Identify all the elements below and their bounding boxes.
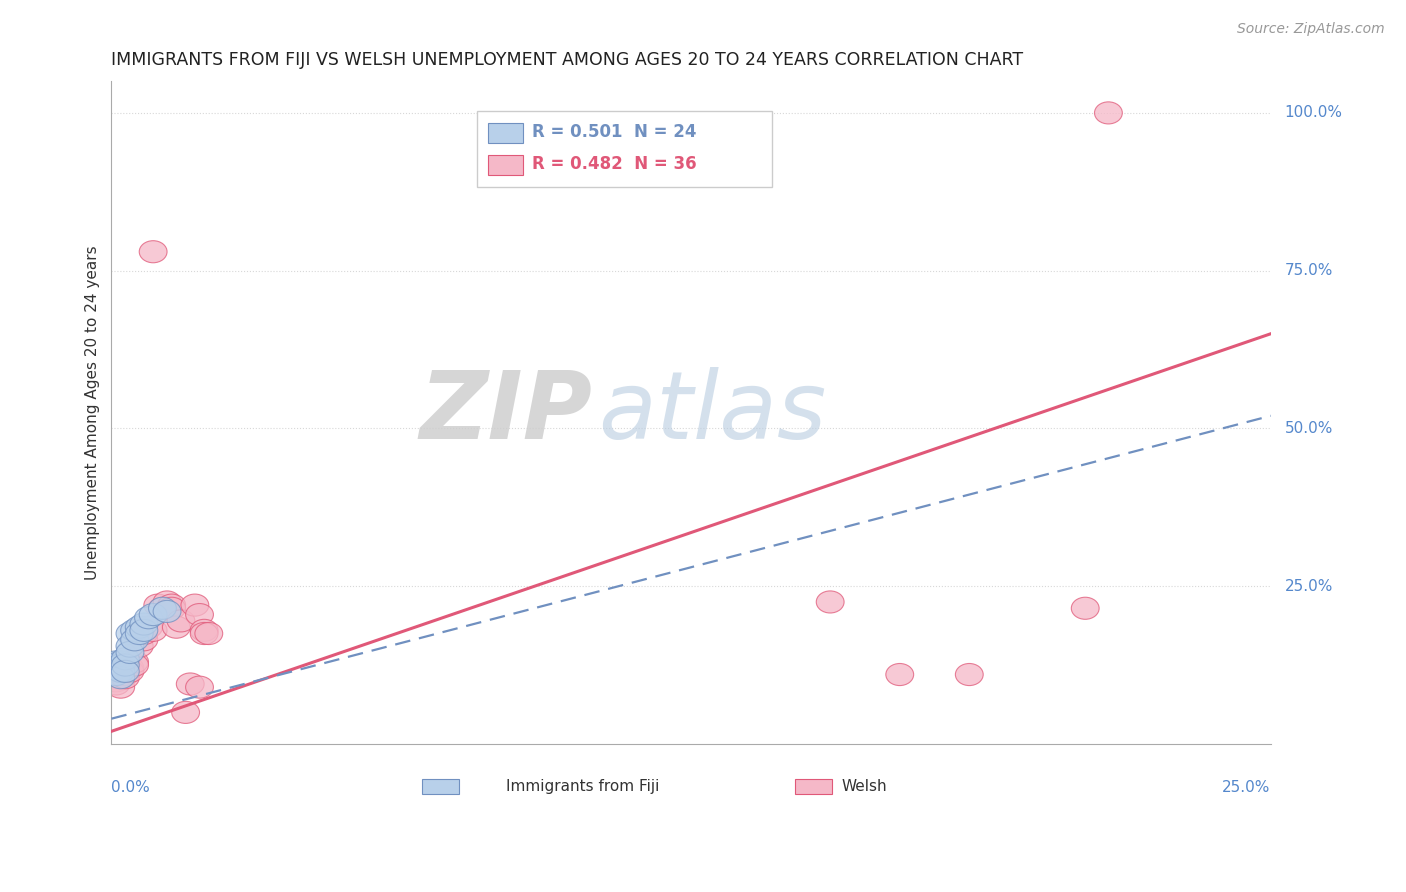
Ellipse shape <box>111 654 139 676</box>
Text: 0.0%: 0.0% <box>111 780 150 796</box>
Ellipse shape <box>107 666 135 689</box>
Ellipse shape <box>135 616 163 639</box>
Text: Source: ZipAtlas.com: Source: ZipAtlas.com <box>1237 22 1385 37</box>
Ellipse shape <box>153 600 181 623</box>
Ellipse shape <box>135 607 163 629</box>
Ellipse shape <box>117 657 143 680</box>
Ellipse shape <box>103 670 129 692</box>
FancyBboxPatch shape <box>796 779 832 794</box>
Ellipse shape <box>139 619 167 641</box>
Ellipse shape <box>153 591 181 613</box>
Ellipse shape <box>111 664 139 686</box>
FancyBboxPatch shape <box>488 155 523 175</box>
Text: atlas: atlas <box>599 368 827 458</box>
Ellipse shape <box>886 664 914 686</box>
Y-axis label: Unemployment Among Ages 20 to 24 years: Unemployment Among Ages 20 to 24 years <box>86 245 100 580</box>
Ellipse shape <box>143 594 172 616</box>
Ellipse shape <box>190 619 218 641</box>
Ellipse shape <box>186 676 214 698</box>
Ellipse shape <box>121 654 149 676</box>
FancyBboxPatch shape <box>477 112 772 187</box>
Ellipse shape <box>129 613 157 635</box>
Text: Immigrants from Fiji: Immigrants from Fiji <box>506 779 659 794</box>
Ellipse shape <box>107 660 135 682</box>
Text: R = 0.482  N = 36: R = 0.482 N = 36 <box>533 155 697 173</box>
Ellipse shape <box>103 673 129 695</box>
Ellipse shape <box>181 594 209 616</box>
Ellipse shape <box>190 623 218 645</box>
Text: R = 0.501  N = 24: R = 0.501 N = 24 <box>533 123 697 141</box>
Ellipse shape <box>125 616 153 639</box>
Ellipse shape <box>107 676 135 698</box>
Ellipse shape <box>107 666 135 689</box>
Ellipse shape <box>139 604 167 625</box>
Ellipse shape <box>129 619 157 641</box>
Ellipse shape <box>157 594 186 616</box>
Ellipse shape <box>121 651 149 673</box>
Ellipse shape <box>117 641 143 664</box>
Ellipse shape <box>103 657 129 680</box>
FancyBboxPatch shape <box>422 779 460 794</box>
Ellipse shape <box>186 604 214 625</box>
Ellipse shape <box>956 664 983 686</box>
Text: 25.0%: 25.0% <box>1222 780 1271 796</box>
Ellipse shape <box>111 660 139 682</box>
Ellipse shape <box>167 610 195 632</box>
Ellipse shape <box>111 666 139 689</box>
Ellipse shape <box>149 598 176 619</box>
Ellipse shape <box>157 598 186 619</box>
Ellipse shape <box>107 651 135 673</box>
Ellipse shape <box>817 591 844 613</box>
Text: 50.0%: 50.0% <box>1285 421 1333 436</box>
Text: Welsh: Welsh <box>842 779 887 794</box>
Ellipse shape <box>129 629 157 651</box>
Ellipse shape <box>1071 598 1099 619</box>
Text: 100.0%: 100.0% <box>1285 105 1343 120</box>
Ellipse shape <box>121 619 149 641</box>
Ellipse shape <box>103 664 129 686</box>
Text: IMMIGRANTS FROM FIJI VS WELSH UNEMPLOYMENT AMONG AGES 20 TO 24 YEARS CORRELATION: IMMIGRANTS FROM FIJI VS WELSH UNEMPLOYME… <box>111 51 1024 69</box>
Ellipse shape <box>176 673 204 695</box>
Ellipse shape <box>125 635 153 657</box>
Ellipse shape <box>139 241 167 263</box>
Text: 25.0%: 25.0% <box>1285 579 1333 594</box>
Text: ZIP: ZIP <box>419 367 592 458</box>
Ellipse shape <box>117 635 143 657</box>
Ellipse shape <box>125 623 153 645</box>
Ellipse shape <box>107 654 135 676</box>
Ellipse shape <box>149 598 176 619</box>
Ellipse shape <box>117 623 143 645</box>
Ellipse shape <box>121 629 149 651</box>
Ellipse shape <box>111 648 139 670</box>
Ellipse shape <box>117 660 143 682</box>
Text: 75.0%: 75.0% <box>1285 263 1333 278</box>
Ellipse shape <box>103 651 129 673</box>
Ellipse shape <box>195 623 222 645</box>
Ellipse shape <box>172 701 200 723</box>
Ellipse shape <box>129 623 157 645</box>
Ellipse shape <box>1094 102 1122 124</box>
Ellipse shape <box>163 616 190 639</box>
FancyBboxPatch shape <box>488 123 523 143</box>
Ellipse shape <box>103 654 129 676</box>
